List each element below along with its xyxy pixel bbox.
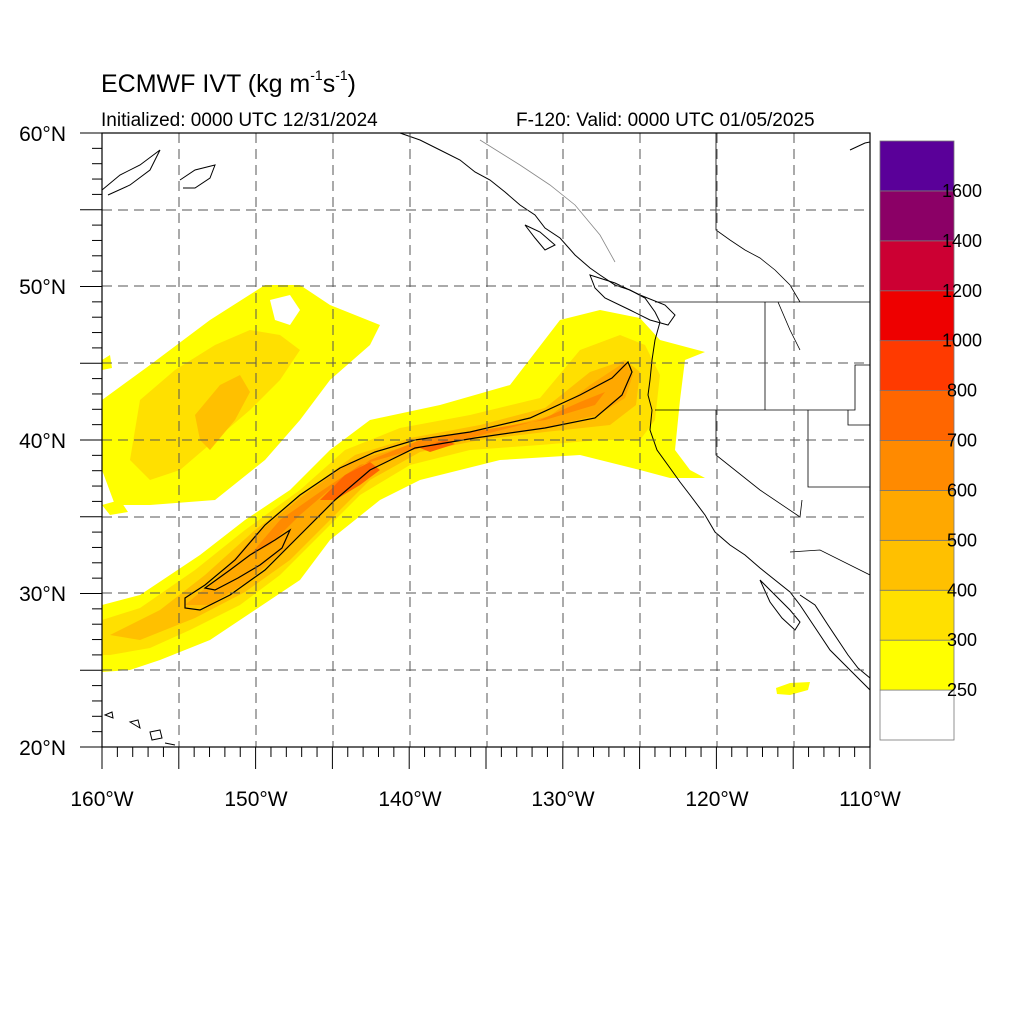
colorbar-swatch — [879, 140, 955, 192]
colorbar-swatch — [879, 639, 955, 691]
alaska-border — [479, 139, 616, 263]
colorbar-label: 1200 — [942, 281, 982, 301]
lon-axis-labels: 160°W 150°W 140°W 130°W 120°W 110°W — [70, 788, 901, 811]
colorbar-swatch — [879, 240, 955, 292]
colorbar-label: 500 — [947, 530, 977, 550]
lat-label: 30°N — [19, 583, 66, 606]
colorbar-label: 600 — [947, 480, 977, 500]
colorbar-swatch — [879, 689, 955, 741]
ivt-band-250 — [102, 285, 810, 695]
colorbar-swatch — [879, 340, 955, 391]
colorbar-label: 400 — [947, 580, 977, 600]
ivt-shading — [102, 285, 810, 695]
lon-label: 110°W — [839, 788, 901, 811]
colorbar-swatch — [879, 390, 955, 441]
colorbar-label: 1400 — [942, 231, 982, 251]
graticule — [102, 133, 870, 747]
chart-title: ECMWF IVT (kg m-1s-1) — [101, 67, 356, 98]
colorbar-swatch — [879, 190, 955, 242]
lon-label: 120°W — [685, 788, 748, 811]
colorbar-label: 700 — [947, 431, 977, 451]
valid-time: F-120: Valid: 0000 UTC 01/05/2025 — [516, 110, 815, 131]
colorbar — [879, 140, 955, 741]
colorbar-label: 300 — [947, 630, 977, 650]
colorbar-label: 250 — [947, 680, 977, 700]
colorbar-label: 1000 — [942, 331, 982, 351]
colorbar-labels: 1600 1400 1200 1000 800 700 600 500 400 300 250 — [942, 181, 982, 700]
lat-label: 60°N — [19, 123, 66, 146]
lat-label: 50°N — [19, 276, 66, 299]
lon-label: 130°W — [531, 788, 594, 811]
ivt-band-600 — [250, 392, 605, 555]
coastlines — [102, 133, 870, 746]
lat-label: 40°N — [19, 430, 66, 453]
colorbar-swatch — [879, 589, 955, 641]
colorbar-swatch — [879, 290, 955, 342]
lon-label: 160°W — [70, 788, 133, 811]
axis-ticks — [80, 132, 871, 769]
colorbar-swatch — [879, 440, 955, 491]
lon-label: 140°W — [378, 788, 441, 811]
lat-axis-labels: 60°N 50°N 40°N 30°N 20°N — [19, 123, 66, 760]
colorbar-swatch — [879, 490, 955, 541]
initialized-time: Initialized: 0000 UTC 12/31/2024 — [101, 110, 378, 131]
lat-label: 20°N — [19, 737, 66, 760]
lon-label: 150°W — [224, 788, 287, 811]
colorbar-label: 800 — [947, 381, 977, 401]
colorbar-swatch — [879, 539, 955, 591]
colorbar-label: 1600 — [942, 181, 982, 201]
ivt-band-500 — [185, 362, 633, 605]
ivt-contours — [184, 360, 633, 611]
